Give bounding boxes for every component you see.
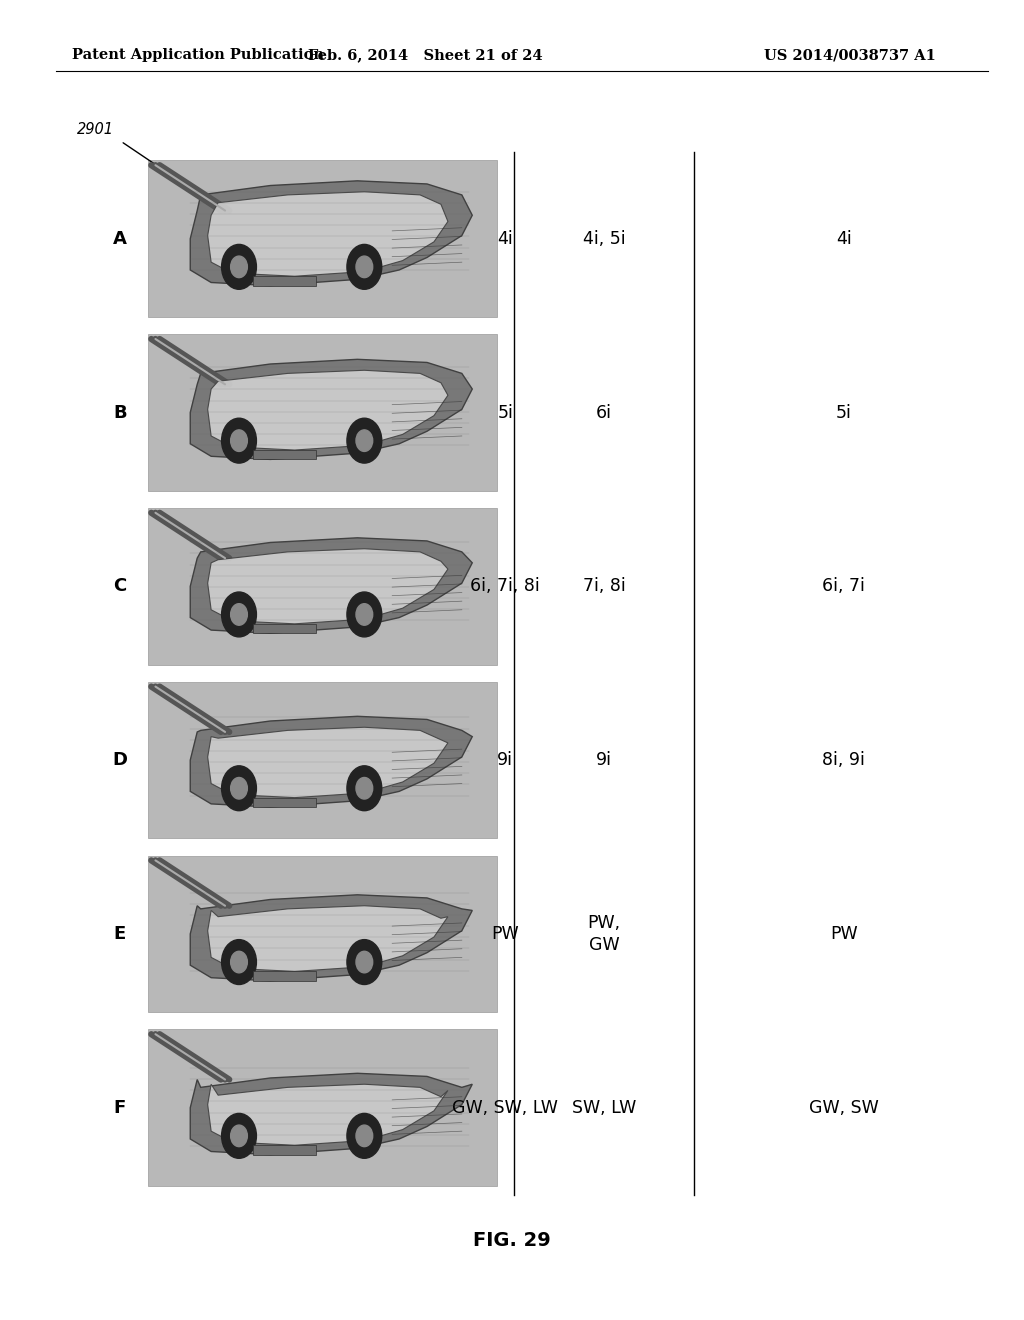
Bar — [253, 972, 315, 981]
Circle shape — [230, 256, 248, 277]
Circle shape — [347, 940, 382, 985]
Bar — [148, 161, 497, 317]
Circle shape — [356, 256, 373, 277]
Circle shape — [356, 952, 373, 973]
Text: 4i: 4i — [836, 230, 852, 248]
Text: PW,
GW: PW, GW — [588, 913, 621, 954]
Text: SW, LW: SW, LW — [572, 1098, 636, 1117]
Text: 6i: 6i — [596, 404, 612, 421]
Text: 4i, 5i: 4i, 5i — [583, 230, 626, 248]
Text: Feb. 6, 2014   Sheet 21 of 24: Feb. 6, 2014 Sheet 21 of 24 — [307, 49, 543, 62]
Polygon shape — [208, 1084, 447, 1146]
Polygon shape — [190, 537, 472, 634]
Text: Patent Application Publication: Patent Application Publication — [72, 49, 324, 62]
Text: F: F — [114, 1098, 126, 1117]
Bar — [148, 682, 497, 838]
Bar — [148, 334, 497, 491]
Circle shape — [347, 591, 382, 636]
Bar — [253, 797, 315, 807]
Text: 6i, 7i: 6i, 7i — [822, 577, 865, 595]
Circle shape — [347, 418, 382, 463]
Polygon shape — [208, 549, 447, 624]
Text: A: A — [113, 230, 127, 248]
Polygon shape — [190, 895, 472, 981]
Text: PW: PW — [830, 925, 857, 942]
Polygon shape — [190, 717, 472, 807]
Circle shape — [356, 603, 373, 626]
Polygon shape — [208, 371, 447, 450]
Circle shape — [221, 1113, 256, 1158]
Text: 5i: 5i — [836, 404, 852, 421]
Circle shape — [230, 603, 248, 626]
Text: 7i, 8i: 7i, 8i — [583, 577, 626, 595]
Polygon shape — [208, 727, 447, 797]
Bar — [253, 450, 315, 459]
Circle shape — [347, 244, 382, 289]
Circle shape — [356, 430, 373, 451]
Text: FIG. 29: FIG. 29 — [473, 1232, 551, 1250]
Text: 4i: 4i — [498, 230, 513, 248]
Circle shape — [221, 591, 256, 636]
Bar — [253, 1146, 315, 1155]
Circle shape — [221, 244, 256, 289]
Circle shape — [230, 777, 248, 799]
Circle shape — [230, 952, 248, 973]
Text: D: D — [113, 751, 127, 770]
Bar — [148, 855, 497, 1012]
Polygon shape — [190, 359, 472, 459]
Bar — [253, 276, 315, 285]
Polygon shape — [190, 1073, 472, 1155]
Polygon shape — [208, 191, 447, 276]
Circle shape — [221, 940, 256, 985]
Circle shape — [347, 766, 382, 810]
Text: PW: PW — [492, 925, 519, 942]
Bar — [148, 1030, 497, 1185]
Polygon shape — [208, 906, 447, 972]
Circle shape — [230, 1125, 248, 1147]
Text: US 2014/0038737 A1: US 2014/0038737 A1 — [764, 49, 936, 62]
Text: 9i: 9i — [498, 751, 513, 770]
Text: GW, SW, LW: GW, SW, LW — [453, 1098, 558, 1117]
Text: C: C — [114, 577, 126, 595]
Polygon shape — [190, 181, 472, 285]
Text: 5i: 5i — [498, 404, 513, 421]
Bar — [253, 624, 315, 634]
Text: 9i: 9i — [596, 751, 612, 770]
Text: E: E — [114, 925, 126, 942]
Text: 8i, 9i: 8i, 9i — [822, 751, 865, 770]
Text: GW, SW: GW, SW — [809, 1098, 879, 1117]
Circle shape — [221, 766, 256, 810]
Circle shape — [230, 430, 248, 451]
Circle shape — [356, 777, 373, 799]
Circle shape — [347, 1113, 382, 1158]
Circle shape — [221, 418, 256, 463]
Bar — [148, 508, 497, 664]
Text: 6i, 7i, 8i: 6i, 7i, 8i — [470, 577, 541, 595]
Text: 2901: 2901 — [77, 121, 114, 137]
Circle shape — [356, 1125, 373, 1147]
Text: B: B — [113, 404, 127, 421]
